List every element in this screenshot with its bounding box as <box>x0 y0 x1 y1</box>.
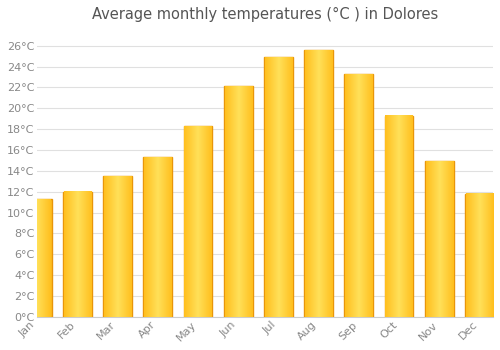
Bar <box>63 192 92 317</box>
Title: Average monthly temperatures (°C ) in Dolores: Average monthly temperatures (°C ) in Do… <box>92 7 439 22</box>
Bar <box>184 126 212 317</box>
Bar <box>304 50 333 317</box>
Bar <box>344 74 374 317</box>
Bar <box>264 57 293 317</box>
Bar <box>144 157 172 317</box>
Bar <box>424 161 454 317</box>
Bar <box>384 116 414 317</box>
Bar <box>465 194 494 317</box>
Bar <box>224 86 252 317</box>
Bar <box>23 199 52 317</box>
Bar <box>103 176 132 317</box>
